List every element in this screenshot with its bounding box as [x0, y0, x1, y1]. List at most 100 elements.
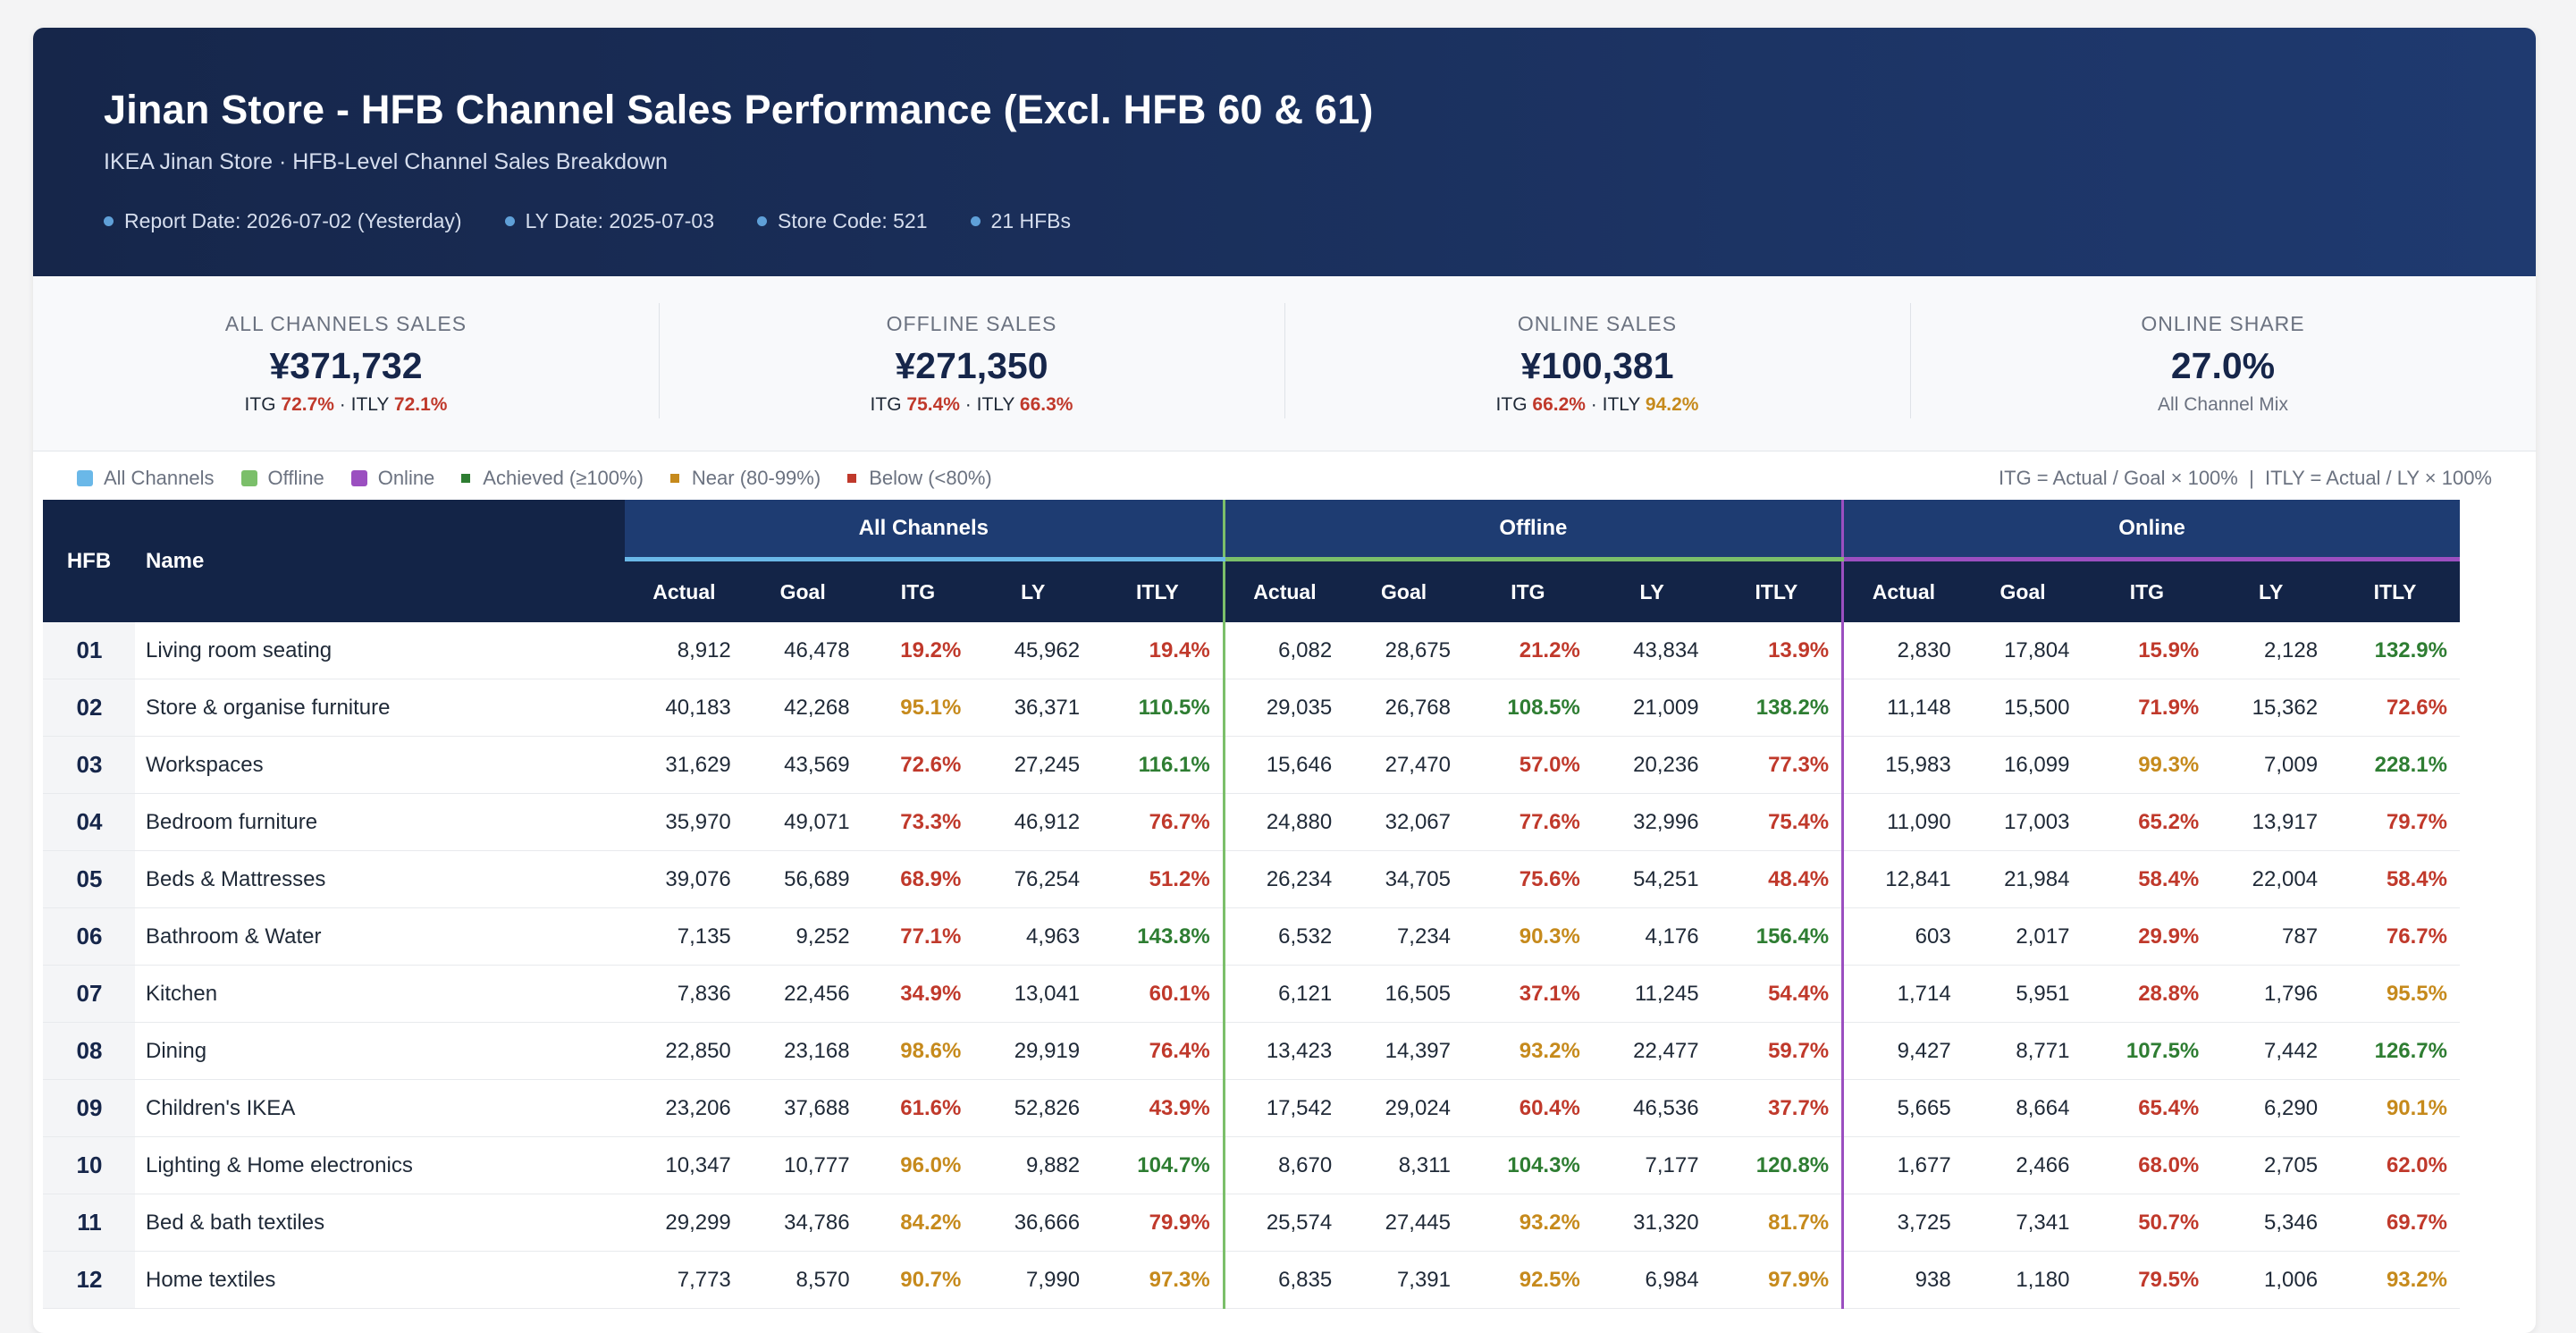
cell-itly: 76.7%: [1092, 793, 1225, 851]
cell-ly: 54,251: [1592, 850, 1712, 908]
table-row: 01 Living room seating 8,912 46,478 19.2% 45,…: [43, 622, 2460, 679]
col-header-on-ly: LY: [2211, 559, 2331, 622]
cell-goal: 5,951: [1963, 965, 2083, 1023]
legend: All Channels Offline Online Achieved (≥100%…: [77, 467, 992, 490]
cell-itly: 120.8%: [1711, 1136, 1843, 1194]
cell-itly: 93.2%: [2330, 1251, 2460, 1309]
hfb-name: Bathroom & Water: [135, 907, 625, 966]
cell-actual: 26,234: [1222, 850, 1345, 908]
cell-ly: 22,477: [1592, 1022, 1712, 1080]
cell-actual: 6,835: [1222, 1251, 1345, 1309]
hfb-name: Bedroom furniture: [135, 793, 625, 851]
cell-actual: 15,983: [1841, 736, 1964, 794]
cell-ly: 36,666: [973, 1194, 1093, 1252]
legend-item: Near (80-99%): [669, 467, 821, 490]
cell-actual: 1,677: [1841, 1136, 1964, 1194]
legend-swatch-icon: [240, 470, 257, 486]
meta-report-date: Report Date: 2026-07-02 (Yesterday): [104, 209, 462, 233]
cell-itg: 79.5%: [2082, 1251, 2212, 1309]
cell-ly: 46,536: [1592, 1079, 1712, 1137]
group-header-online: Online: [1841, 500, 2460, 561]
col-hfb-header: HFB: [43, 500, 135, 622]
table-row: 05 Beds & Mattresses 39,076 56,689 68.9% 76,2…: [43, 850, 2460, 908]
cell-itly: 90.1%: [2330, 1079, 2460, 1137]
cell-itg: 93.2%: [1463, 1022, 1593, 1080]
cell-itly: 95.5%: [2330, 965, 2460, 1023]
cell-goal: 8,570: [743, 1251, 863, 1309]
kpi-offline: OFFLINE SALES ¥271,350 ITG 75.4% · ITLY …: [659, 276, 1284, 451]
table-row: 09 Children's IKEA 23,206 37,688 61.6% 52,826…: [43, 1079, 2460, 1137]
cell-itg: 28.8%: [2082, 965, 2212, 1023]
cell-itly: 143.8%: [1092, 907, 1225, 966]
cell-ly: 13,041: [973, 965, 1093, 1023]
hfb-name: Lighting & Home electronics: [135, 1136, 625, 1194]
hfb-code: 01: [43, 622, 135, 679]
cell-goal: 23,168: [743, 1022, 863, 1080]
cell-itly: 77.3%: [1711, 736, 1843, 794]
cell-goal: 2,466: [1963, 1136, 2083, 1194]
cell-actual: 15,646: [1222, 736, 1345, 794]
col-header-off-goal: Goal: [1344, 559, 1463, 622]
hfb-code: 07: [43, 965, 135, 1023]
cell-itg: 15.9%: [2082, 622, 2212, 679]
cell-itly: 37.7%: [1711, 1079, 1843, 1137]
cell-itg: 90.3%: [1463, 907, 1593, 966]
cell-itg: 34.9%: [862, 965, 974, 1023]
cell-actual: 29,299: [625, 1194, 744, 1252]
cell-actual: 7,836: [625, 965, 744, 1023]
cell-itg: 29.9%: [2082, 907, 2212, 966]
table-row: 03 Workspaces 31,629 43,569 72.6% 27,245 116.1…: [43, 736, 2460, 794]
cell-actual: 2,830: [1841, 622, 1964, 679]
cell-itg: 92.5%: [1463, 1251, 1593, 1309]
hfb-name: Children's IKEA: [135, 1079, 625, 1137]
hfb-code: 04: [43, 793, 135, 851]
legend-item: Below (<80%): [847, 467, 992, 490]
col-header-all-actual: Actual: [625, 559, 744, 622]
cell-goal: 32,067: [1344, 793, 1463, 851]
cell-itly: 138.2%: [1711, 679, 1843, 737]
cell-ly: 2,705: [2211, 1136, 2331, 1194]
bullet-dot-icon: [970, 216, 981, 226]
hfb-name: Bed & bath textiles: [135, 1194, 625, 1252]
cell-ly: 52,826: [973, 1079, 1093, 1137]
cell-itly: 76.4%: [1092, 1022, 1225, 1080]
cell-actual: 6,532: [1222, 907, 1345, 966]
cell-itg: 95.1%: [862, 679, 974, 737]
col-header-on-actual: Actual: [1841, 559, 1964, 622]
kpi-value: 27.0%: [2170, 345, 2276, 386]
kpi-ratios: ITG 75.4% · ITLY 66.3%: [870, 394, 1073, 415]
cell-itg: 58.4%: [2082, 850, 2212, 908]
cell-ly: 15,362: [2211, 679, 2331, 737]
cell-ly: 1,006: [2211, 1251, 2331, 1309]
cell-goal: 16,099: [1963, 736, 2083, 794]
table-row: 06 Bathroom & Water 7,135 9,252 77.1% 4,963 14…: [43, 907, 2460, 966]
cell-ly: 32,996: [1592, 793, 1712, 851]
cell-itly: 79.9%: [1092, 1194, 1225, 1252]
cell-actual: 8,670: [1222, 1136, 1345, 1194]
hfb-name: Living room seating: [135, 622, 625, 679]
cell-itg: 50.7%: [2082, 1194, 2212, 1252]
page-title: Jinan Store - HFB Channel Sales Performa…: [104, 87, 1374, 132]
hfb-code: 06: [43, 907, 135, 966]
cell-goal: 46,478: [743, 622, 863, 679]
cell-goal: 17,804: [1963, 622, 2083, 679]
hfb-name: Home textiles: [135, 1251, 625, 1309]
hfb-code: 02: [43, 679, 135, 737]
cell-itg: 61.6%: [862, 1079, 974, 1137]
cell-actual: 40,183: [625, 679, 744, 737]
cell-ly: 22,004: [2211, 850, 2331, 908]
legend-bar: All Channels Offline Online Achieved (≥100%…: [33, 451, 2536, 505]
cell-itly: 79.7%: [2330, 793, 2460, 851]
cell-itly: 97.9%: [1711, 1251, 1843, 1309]
cell-itg: 60.4%: [1463, 1079, 1593, 1137]
cell-goal: 22,456: [743, 965, 863, 1023]
cell-actual: 5,665: [1841, 1079, 1964, 1137]
legend-swatch-icon: [847, 474, 857, 483]
cell-ly: 31,320: [1592, 1194, 1712, 1252]
hfb-code: 12: [43, 1251, 135, 1309]
cell-actual: 6,082: [1222, 622, 1345, 679]
cell-itly: 59.7%: [1711, 1022, 1843, 1080]
cell-ly: 7,990: [973, 1251, 1093, 1309]
group-header-offline: Offline: [1222, 500, 1843, 561]
cell-actual: 938: [1841, 1251, 1964, 1309]
